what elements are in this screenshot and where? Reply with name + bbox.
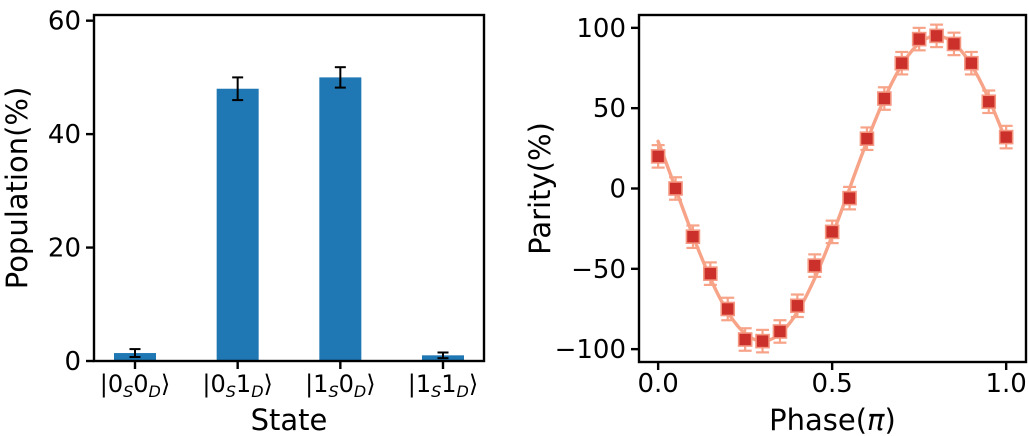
plot-border (637, 13, 1028, 364)
x-axis-tick-label: |1S1D⟩ (408, 370, 479, 401)
data-point (946, 36, 962, 52)
data-point (894, 55, 910, 71)
y-axis-tick-label: 0 (610, 175, 627, 205)
data-point (807, 258, 823, 273)
data-point (720, 301, 736, 317)
y-axis-tick-label: 50 (593, 94, 626, 124)
y-axis-tick-label: −50 (571, 255, 626, 285)
data-point (859, 131, 875, 146)
y-axis-tick-label: 40 (48, 120, 81, 150)
data-point (998, 129, 1014, 145)
x-axis-label: Phase(π) (769, 403, 896, 436)
y-axis-tick-label: 20 (48, 234, 81, 264)
bar (319, 77, 362, 362)
y-axis-label: Population(%) (0, 87, 34, 290)
x-axis-tick-label: |0S0D⟩ (100, 370, 171, 401)
data-point (911, 31, 927, 47)
y-axis-tick-label: 100 (576, 14, 626, 44)
y-axis-tick-label: 0 (64, 347, 81, 377)
bar (216, 88, 259, 361)
data-point (877, 91, 892, 106)
data-point (981, 94, 997, 110)
x-axis-tick-label: |0S1D⟩ (202, 370, 273, 401)
data-point (703, 266, 718, 281)
data-point (964, 55, 979, 71)
data-point (929, 28, 944, 44)
data-point (842, 190, 857, 206)
fit-line (656, 34, 1008, 343)
x-axis-tick-label: 0.0 (638, 369, 679, 399)
data-point (668, 181, 683, 196)
parity-phase-chart: −100 −50 0 50 100 0.0 0.5 1.0 Phase(π) Parity(%) (523, 13, 1028, 436)
x-axis-tick-label: 1.0 (986, 369, 1027, 399)
y-axis-tick-label: −100 (555, 335, 626, 365)
x-axis-tick-label: 0.5 (812, 369, 853, 399)
data-point (650, 149, 666, 164)
data-point (737, 332, 753, 347)
population-bar-chart: 0 20 40 60 |0S0D⟩ |0S1D⟩ |1S0D⟩ |1S1D⟩ State Popu… (0, 7, 486, 436)
plot-border (92, 13, 486, 363)
data-point (755, 333, 770, 349)
data-point (685, 229, 701, 244)
y-axis-tick-label: 60 (48, 7, 81, 37)
x-axis-label: State (251, 403, 328, 436)
x-axis-tick-label: |1S0D⟩ (305, 370, 376, 401)
data-point (790, 298, 805, 314)
data-point (824, 224, 840, 240)
y-axis-label: Parity(%) (523, 122, 557, 255)
data-point (772, 324, 788, 339)
